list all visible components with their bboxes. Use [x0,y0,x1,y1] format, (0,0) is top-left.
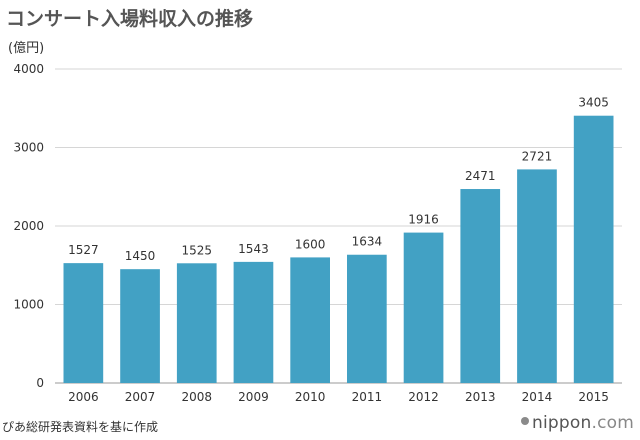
value-label: 1450 [125,249,156,263]
bar [176,263,217,383]
y-tick-label: 4000 [13,62,44,76]
y-axis-unit-label: (億円) [8,40,44,56]
bar [290,257,330,383]
x-tick-label: 2009 [238,390,269,404]
bar [460,189,501,383]
bar [517,169,557,383]
x-tick-label: 2012 [408,390,439,404]
x-tick-label: 2014 [522,390,553,404]
y-tick-label: 0 [36,376,44,390]
bar [347,254,387,383]
logo-dot-icon [521,417,530,425]
y-tick-labels: 0 1000 2000 3000 4000 [13,62,44,390]
x-tick-label: 2007 [125,390,156,404]
value-label: 1634 [352,235,383,249]
bar [233,261,274,383]
x-tick-label: 2008 [181,390,212,404]
y-tick-label: 3000 [13,141,44,155]
value-label: 2721 [522,149,553,163]
x-tick-label: 2013 [465,390,496,404]
value-label: 1600 [295,237,326,251]
x-tick-label: 2011 [352,390,383,404]
bar [63,263,104,383]
nippon-logo: nippon.com [521,413,634,433]
x-tick-label: 2010 [295,390,326,404]
bars [63,115,614,384]
x-tick-labels: 2006 2007 2008 2009 2010 2011 2012 2013 2014 2015 [68,390,609,404]
y-tick-label: 1000 [13,298,44,312]
value-label: 2471 [465,169,496,183]
bar [403,232,444,383]
y-tick-label: 2000 [13,219,44,233]
chart-title: コンサート入場料収入の推移 [6,8,254,30]
bar [120,269,160,383]
x-tick-label: 2006 [68,390,99,404]
value-labels: 1527 1450 1525 1543 1600 1634 1916 2471 2721 3405 [68,96,609,263]
bar [573,115,614,384]
value-label: 3405 [578,96,609,110]
x-tick-label: 2015 [578,390,609,404]
value-label: 1525 [181,243,212,257]
value-label: 1527 [68,243,99,257]
source-note: ぴあ総研発表資料を基に作成 [2,420,159,434]
value-label: 1543 [238,242,269,256]
value-label: 1916 [408,213,439,227]
